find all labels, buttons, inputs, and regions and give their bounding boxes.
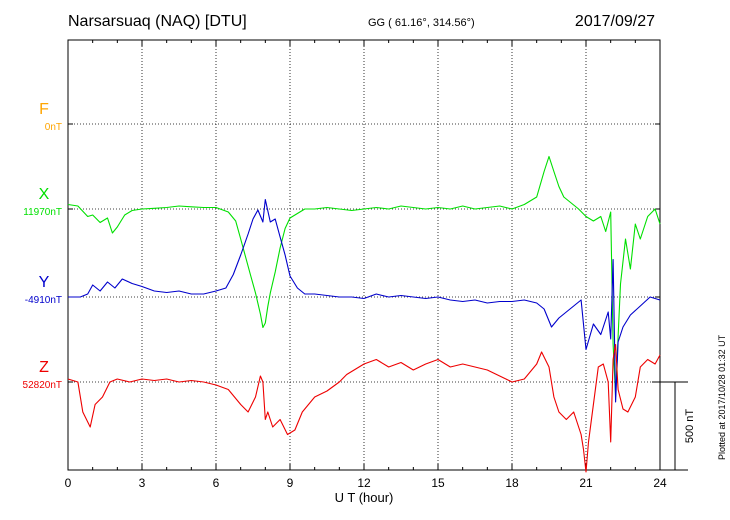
- x-axis-label: U T (hour): [335, 490, 394, 505]
- x-tick-label-3: 9: [287, 476, 294, 490]
- plot-frame: [67, 39, 661, 471]
- geographic-coordinates: GG ( 61.16°, 314.56°): [368, 17, 475, 29]
- x-tick-label-8: 24: [653, 476, 667, 490]
- component-traces: [67, 155, 661, 473]
- x-tick-label-2: 6: [213, 476, 220, 490]
- series-letter-y: Y: [39, 274, 50, 291]
- series-baseline-y: -4910nT: [25, 295, 62, 306]
- x-tick-label-1: 3: [139, 476, 146, 490]
- trace-x: [67, 155, 661, 398]
- trace-z: [67, 343, 661, 473]
- scale-bar: 500 nT: [652, 381, 696, 471]
- series-baseline-z: 52820nT: [23, 380, 62, 391]
- plot-date: 2017/09/27: [574, 13, 655, 30]
- series-baseline-f: 0nT: [45, 122, 62, 133]
- series-letter-z: Z: [39, 359, 49, 376]
- x-tick-label-0: 0: [65, 476, 72, 490]
- x-tick-label-7: 21: [579, 476, 593, 490]
- station-title: Narsarsuaq (NAQ) [DTU]: [68, 13, 247, 30]
- series-letter-f: F: [39, 101, 49, 118]
- axis-ticks: 0 3 6 9 12 15 18 21 24 U T (hour): [65, 40, 667, 505]
- component-labels: F 0nT X 11970nT Y -4910nT Z 52820nT: [23, 101, 62, 391]
- x-tick-label-4: 12: [357, 476, 371, 490]
- grid-lines: [68, 40, 660, 470]
- trace-y: [68, 198, 661, 403]
- scale-bar-label: 500 nT: [684, 409, 696, 444]
- x-tick-label-5: 15: [431, 476, 445, 490]
- series-baseline-x: 11970nT: [23, 207, 62, 218]
- x-tick-label-6: 18: [505, 476, 519, 490]
- series-letter-x: X: [39, 186, 50, 203]
